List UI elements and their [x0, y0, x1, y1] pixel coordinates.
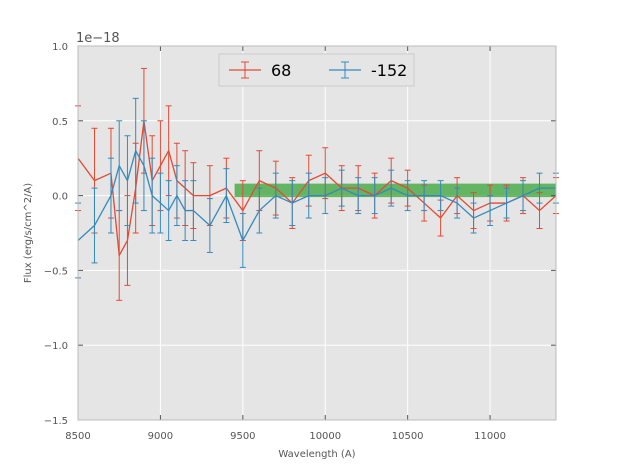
y-tick-label: −1.0	[44, 341, 68, 352]
y-tick-label: −0.5	[44, 266, 68, 277]
legend: 68 -152	[218, 53, 415, 87]
legend-label-neg152: -152	[371, 61, 407, 80]
x-tick-label: 9000	[148, 431, 173, 442]
legend-item-68	[229, 61, 261, 79]
x-ticks: 8500 9000 9500 10000 10500 11000	[65, 46, 506, 442]
y-tick-label: 0.5	[52, 117, 68, 128]
x-tick-label: 10000	[309, 431, 341, 442]
x-axis-label: Wavelength (A)	[278, 449, 355, 460]
y-tick-label: 0.0	[52, 192, 68, 203]
series-line	[77, 150, 556, 242]
x-tick-label: 8500	[65, 431, 90, 442]
plot-frame	[77, 45, 557, 421]
y-tick-label: −1.5	[44, 416, 68, 427]
legend-label-68: 68	[271, 61, 291, 80]
y-tick-label: 1.0	[52, 42, 68, 53]
legend-item-neg152	[329, 61, 361, 79]
x-tick-label: 10500	[392, 431, 424, 442]
x-tick-label: 11000	[474, 431, 506, 442]
y-ticks: −1.5 −1.0 −0.5 0.0 0.5 1.0	[44, 42, 556, 427]
x-tick-label: 9500	[230, 431, 255, 442]
y-offset-label: 1e−18	[76, 31, 120, 46]
y-axis-label: Flux (erg/s/cm^2/A)	[23, 183, 34, 283]
